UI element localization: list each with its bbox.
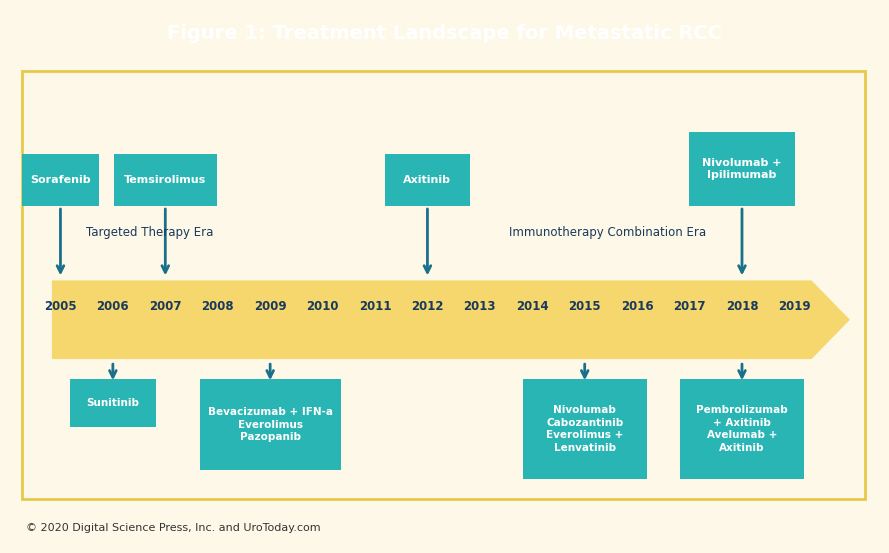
- Text: 2013: 2013: [463, 300, 496, 313]
- Polygon shape: [52, 280, 850, 359]
- FancyBboxPatch shape: [680, 379, 804, 479]
- FancyBboxPatch shape: [200, 379, 340, 471]
- Text: Bevacizumab + IFN-a
Everolimus
Pazopanib: Bevacizumab + IFN-a Everolimus Pazopanib: [208, 407, 332, 442]
- Text: Nivolumab +
Ipilimumab: Nivolumab + Ipilimumab: [702, 158, 781, 180]
- Text: 2014: 2014: [516, 300, 549, 313]
- Text: Immunotherapy Combination Era: Immunotherapy Combination Era: [509, 226, 706, 239]
- Text: Figure 1: Treatment Landscape for Metastatic RCC: Figure 1: Treatment Landscape for Metast…: [167, 24, 722, 43]
- Text: Targeted Therapy Era: Targeted Therapy Era: [86, 226, 213, 239]
- FancyBboxPatch shape: [385, 154, 470, 206]
- Text: 2011: 2011: [359, 300, 391, 313]
- FancyBboxPatch shape: [523, 379, 646, 479]
- Text: Sorafenib: Sorafenib: [30, 175, 91, 185]
- Text: 2018: 2018: [725, 300, 758, 313]
- FancyBboxPatch shape: [22, 154, 99, 206]
- Text: © 2020 Digital Science Press, Inc. and UroToday.com: © 2020 Digital Science Press, Inc. and U…: [27, 523, 321, 533]
- Text: 2005: 2005: [44, 300, 76, 313]
- Text: 2007: 2007: [149, 300, 181, 313]
- Text: Axitinib: Axitinib: [404, 175, 452, 185]
- Text: 2006: 2006: [97, 300, 129, 313]
- Text: 2019: 2019: [778, 300, 811, 313]
- Text: 2009: 2009: [254, 300, 286, 313]
- Text: Nivolumab
Cabozantinib
Everolimus +
Lenvatinib: Nivolumab Cabozantinib Everolimus + Lenv…: [546, 405, 623, 452]
- FancyBboxPatch shape: [114, 154, 217, 206]
- Text: Pembrolizumab
+ Axitinib
Avelumab +
Axitinib: Pembrolizumab + Axitinib Avelumab + Axit…: [696, 405, 788, 452]
- Text: 2012: 2012: [412, 300, 444, 313]
- FancyBboxPatch shape: [70, 379, 156, 427]
- Text: 2016: 2016: [621, 300, 653, 313]
- Text: Sunitinib: Sunitinib: [86, 398, 140, 408]
- Text: Temsirolimus: Temsirolimus: [124, 175, 206, 185]
- Text: 2015: 2015: [568, 300, 601, 313]
- Text: 2017: 2017: [673, 300, 706, 313]
- Text: 2010: 2010: [307, 300, 339, 313]
- FancyBboxPatch shape: [689, 132, 796, 206]
- Text: 2008: 2008: [202, 300, 234, 313]
